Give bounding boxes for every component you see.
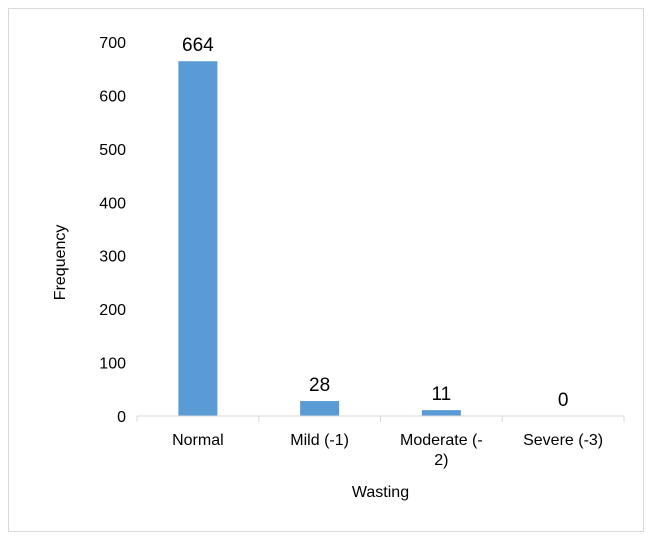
y-tick-label: 0: [117, 409, 126, 426]
bar: [178, 61, 218, 417]
bar: [421, 410, 461, 416]
data-labels: 664 28 11 0: [182, 35, 568, 411]
bar-chart: 0 100 200 300 400 500 600 700 664 28 11 0 Normal Mi…: [52, 35, 625, 501]
x-tick-label: Normal: [172, 432, 224, 449]
data-label: 28: [309, 375, 330, 396]
bars: [178, 61, 461, 417]
y-tick-label: 200: [99, 302, 126, 319]
y-tick-label: 600: [99, 88, 126, 105]
data-label: 664: [182, 35, 214, 56]
y-tick-label: 100: [99, 356, 126, 373]
data-label: 0: [558, 390, 569, 411]
y-tick-label: 300: [99, 249, 126, 266]
x-tick-label: Mild (-1): [290, 432, 349, 449]
data-label: 11: [432, 384, 452, 405]
bar: [300, 401, 340, 416]
x-axis: Normal Mild (-1) Moderate (-2) Severe (-3): [136, 415, 625, 469]
y-tick-label: 400: [99, 195, 126, 212]
y-tick-label: 500: [99, 142, 126, 159]
y-axis-title: Frequency: [52, 225, 69, 301]
chart-frame: 0 100 200 300 400 500 600 700 664 28 11 0 Normal Mi…: [8, 8, 644, 532]
y-tick-label: 700: [99, 35, 126, 52]
y-axis: 0 100 200 300 400 500 600 700: [99, 35, 126, 426]
x-axis-title: Wasting: [352, 484, 409, 501]
x-tick-label: Moderate (-2): [400, 432, 483, 469]
x-tick-label: Severe (-3): [523, 432, 603, 449]
